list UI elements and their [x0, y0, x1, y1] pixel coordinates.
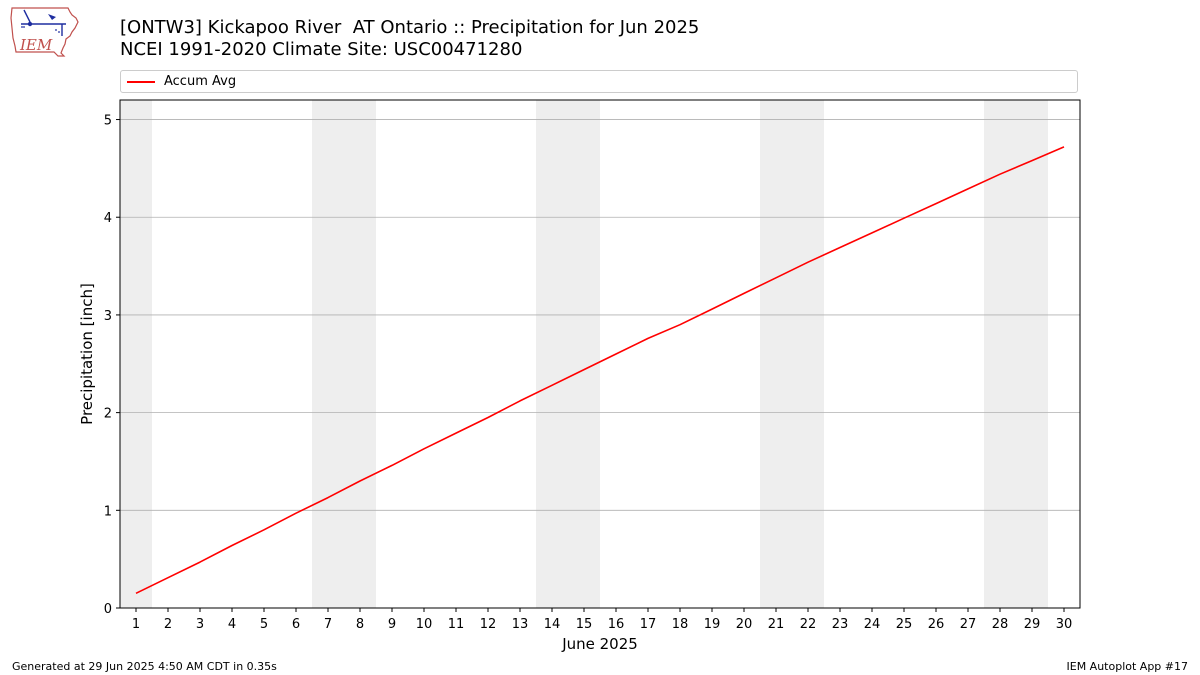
x-tick-label-19: 19 [704, 617, 721, 632]
series-layer [135, 146, 1065, 595]
x-tick-label-16: 16 [608, 617, 625, 632]
y-axis-label: Precipitation [inch] [78, 283, 96, 425]
y-tick-label-5: 5 [104, 114, 112, 129]
x-tick-label-21: 21 [768, 617, 785, 632]
x-tick-label-1: 1 [132, 617, 140, 632]
weekend-band-day-28 [984, 100, 1016, 608]
x-tick-label-28: 28 [992, 617, 1009, 632]
generated-timestamp: Generated at 29 Jun 2025 4:50 AM CDT in … [12, 660, 277, 673]
x-tick-label-3: 3 [196, 617, 204, 632]
iowa-outline-icon [10, 7, 79, 57]
x-tick-label-26: 26 [928, 617, 945, 632]
x-tick-label-25: 25 [896, 617, 913, 632]
y-tick-label-3: 3 [104, 309, 112, 324]
x-tick-label-12: 12 [480, 617, 497, 632]
x-tick-label-2: 2 [164, 617, 172, 632]
x-tick-label-8: 8 [356, 617, 364, 632]
legend-label-accum-avg: Accum Avg [164, 74, 237, 89]
app-credit: IEM Autoplot App #17 [1066, 660, 1189, 673]
plot-frame [119, 99, 1081, 609]
weekend-band-day-7 [312, 100, 344, 608]
weekend-band-day-21 [760, 100, 792, 608]
y-tick-label-4: 4 [104, 211, 112, 226]
x-tick-label-4: 4 [228, 617, 236, 632]
x-tick-label-17: 17 [640, 617, 657, 632]
legend-swatch-accum-avg [127, 81, 155, 83]
x-tick-label-7: 7 [324, 617, 332, 632]
y-tick-label-2: 2 [104, 407, 112, 422]
x-tick-label-30: 30 [1056, 617, 1073, 632]
x-tick-label-10: 10 [416, 617, 433, 632]
x-tick-label-20: 20 [736, 617, 753, 632]
series-line-0 [135, 146, 1065, 595]
chart-title: [ONTW3] Kickapoo River AT Ontario :: Pre… [120, 17, 700, 38]
weather-station-icon [21, 9, 66, 36]
y-tick-label-0: 0 [104, 602, 112, 617]
weekend-band-day-8 [344, 100, 376, 608]
logo-text: IEM [19, 36, 53, 54]
weekend-band-day-29 [1016, 100, 1048, 608]
chart-subtitle: NCEI 1991-2020 Climate Site: USC00471280 [120, 39, 523, 60]
x-tick-label-14: 14 [544, 617, 561, 632]
weekend-band-day-15 [568, 100, 600, 608]
x-tick-label-24: 24 [864, 617, 881, 632]
x-axis-label: June 2025 [561, 635, 638, 653]
x-tick-label-15: 15 [576, 617, 593, 632]
x-tick-label-6: 6 [292, 617, 300, 632]
gridlines [120, 119, 1080, 511]
iem-logo: IEM [10, 7, 79, 57]
x-tick-label-9: 9 [388, 617, 396, 632]
y-tick-label-1: 1 [104, 504, 112, 519]
weekend-bands [120, 100, 1048, 608]
x-tick-label-5: 5 [260, 617, 268, 632]
legend: Accum Avg [120, 70, 1078, 93]
x-tick-label-11: 11 [448, 617, 465, 632]
weekend-band-day-1 [120, 100, 152, 608]
x-tick-label-18: 18 [672, 617, 689, 632]
x-tick-label-13: 13 [512, 617, 529, 632]
x-tick-label-27: 27 [960, 617, 977, 632]
x-axis: 1 2 3 4 5 6 7 8 9 10 11 12 13 14 15 16 17 18 19 20 21 22 23 24 2… [132, 608, 1072, 632]
weekend-band-day-14 [536, 100, 568, 608]
weekend-band-day-22 [792, 100, 824, 608]
x-tick-label-29: 29 [1024, 617, 1041, 632]
x-tick-label-22: 22 [800, 617, 817, 632]
x-tick-label-23: 23 [832, 617, 849, 632]
y-axis: 0 1 2 3 4 5 [104, 114, 120, 617]
